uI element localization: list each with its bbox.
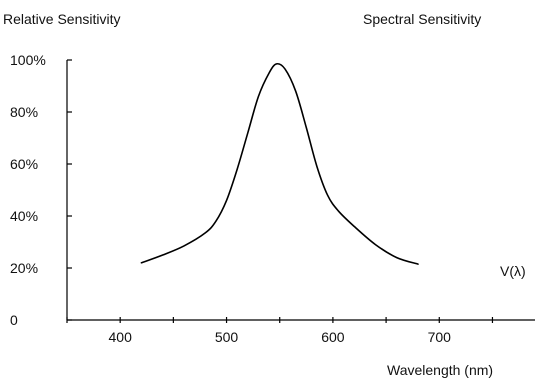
v-lambda-curve [140, 62, 419, 265]
y-tick-label: 40% [10, 208, 38, 224]
x-tick-label: 600 [321, 329, 345, 345]
series-label-v-lambda: V(λ) [500, 263, 526, 279]
y-tick-label: 80% [10, 104, 38, 120]
y-tick-label: 60% [10, 156, 38, 172]
y-tick-label: 0 [10, 312, 18, 328]
x-ticks: 400 500 600 700 [66, 317, 494, 345]
y-axis-title: Relative Sensitivity [3, 11, 121, 27]
x-tick-label: 500 [215, 329, 239, 345]
y-ticks: 0 20% 40% 60% 80% 100% [10, 52, 72, 328]
axes [66, 60, 535, 321]
y-tick-label: 100% [10, 52, 46, 68]
x-axis-title: Wavelength (nm) [387, 362, 493, 378]
y-tick-label: 20% [10, 260, 38, 276]
x-tick-label: 700 [428, 329, 452, 345]
x-tick-label: 400 [109, 329, 133, 345]
chart-title: Spectral Sensitivity [363, 11, 481, 27]
